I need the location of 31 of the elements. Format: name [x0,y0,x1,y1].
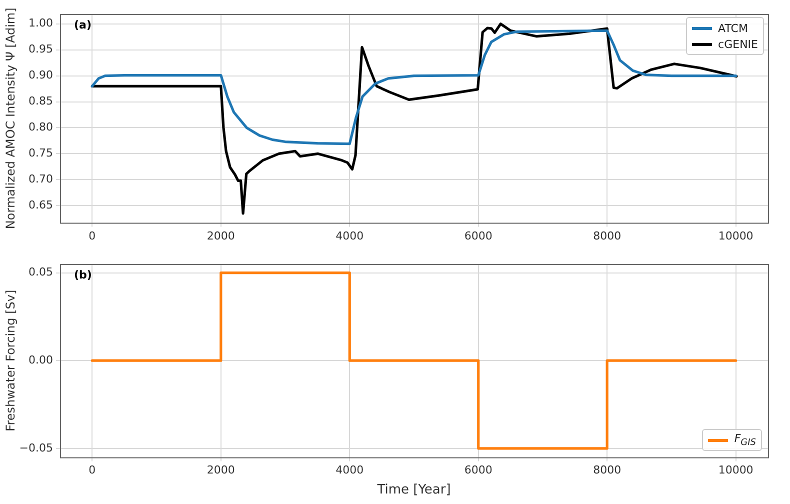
annotation: (b) [74,268,92,282]
y-tick-label: 0.95 [28,42,53,56]
y-tick-label: 0.65 [28,198,53,212]
x-tick-label: 4000 [336,229,364,242]
x-tick-label: 10000 [718,229,754,242]
y-axis-title: Normalized AMOC Intensity Ψ [Adim] [3,8,18,230]
x-tick-label: 4000 [336,464,364,477]
x-tick-label: 10000 [718,464,754,477]
legend-label: F$_{GIS}$ [734,432,756,448]
y-tick-label: 0.05 [28,266,53,279]
x-tick-label: 6000 [464,229,492,242]
y-tick-label: −0.05 [19,441,53,454]
x-axis-title: Time [Year] [376,482,451,498]
x-tick-label: 2000 [206,464,235,477]
y-tick-label: 1.00 [28,16,53,30]
x-tick-label: 2000 [206,229,235,242]
legend-label: ATCM [718,22,748,34]
y-tick-label: 0.70 [28,172,53,186]
y-tick-label: 0.80 [28,120,53,134]
x-tick-label: 0 [88,464,96,477]
x-tick-label: 8000 [593,464,622,477]
legend-label: cGENIE [718,38,758,50]
x-tick-label: 8000 [593,229,622,242]
y-tick-label: 0.90 [28,68,53,82]
y-tick-label: 0.00 [28,353,53,366]
y-tick-label: 0.75 [28,146,53,160]
annotation: (a) [74,18,92,32]
y-tick-label: 0.85 [28,94,53,108]
y-axis-title: Freshwater Forcing [Sv] [3,290,18,432]
x-tick-label: 6000 [464,464,492,477]
x-tick-label: 0 [88,229,96,242]
